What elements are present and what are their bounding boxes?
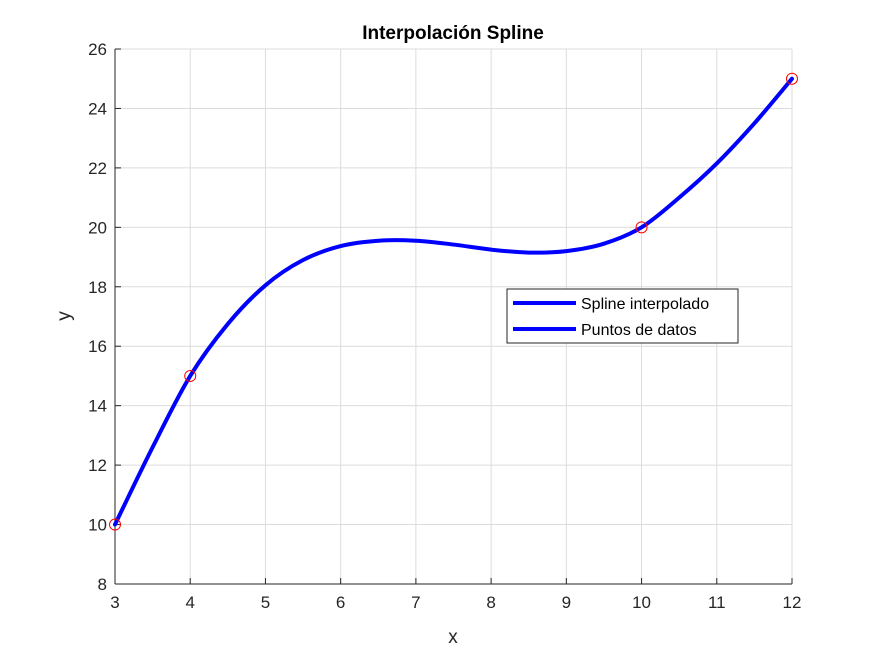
data-point-marker [786, 72, 798, 85]
x-tick-label: 10 [632, 593, 651, 612]
x-tick-label: 5 [261, 593, 270, 612]
y-tick-label: 10 [88, 516, 107, 535]
y-tick-label: 8 [98, 575, 107, 594]
data-point-marker [635, 221, 648, 234]
y-tick-label: 14 [88, 397, 107, 416]
y-tick-label: 26 [88, 40, 107, 59]
x-tick-label: 11 [708, 593, 726, 612]
x-tick-label: 12 [783, 593, 802, 612]
x-tick-label: 4 [185, 593, 194, 612]
legend-label-points: Puntos de datos [581, 322, 697, 339]
legend-box [506, 288, 739, 344]
y-tick-label: 12 [88, 456, 107, 475]
y-tick-label: 16 [88, 337, 107, 356]
x-tick-label: 7 [411, 593, 420, 612]
y-tick-label: 20 [88, 218, 107, 237]
chart-title: Interpolación Spline [362, 23, 544, 44]
data-point-marker [109, 518, 121, 531]
series-line-spline [113, 76, 794, 527]
x-tick-label: 6 [336, 593, 345, 612]
y-axis-label: y [54, 311, 75, 321]
data-point-marker [184, 369, 197, 382]
y-tick-label: 24 [88, 99, 107, 118]
ticks: 3 4 5 6 7 8 9 10 11 12 8 10 12 14 16 18 20 22 24 26 [88, 40, 801, 612]
y-tick-label: 18 [88, 278, 107, 297]
series-layer [109, 72, 798, 531]
x-tick-label: 9 [562, 593, 571, 612]
legend-label-spline: Spline interpolado [581, 296, 709, 313]
x-axis-label: x [448, 627, 458, 648]
legend: Spline interpolado Puntos de datos [506, 288, 739, 344]
x-tick-label: 3 [110, 593, 119, 612]
y-tick-label: 22 [88, 159, 107, 178]
x-tick-label: 8 [486, 593, 495, 612]
axes [114, 49, 792, 585]
